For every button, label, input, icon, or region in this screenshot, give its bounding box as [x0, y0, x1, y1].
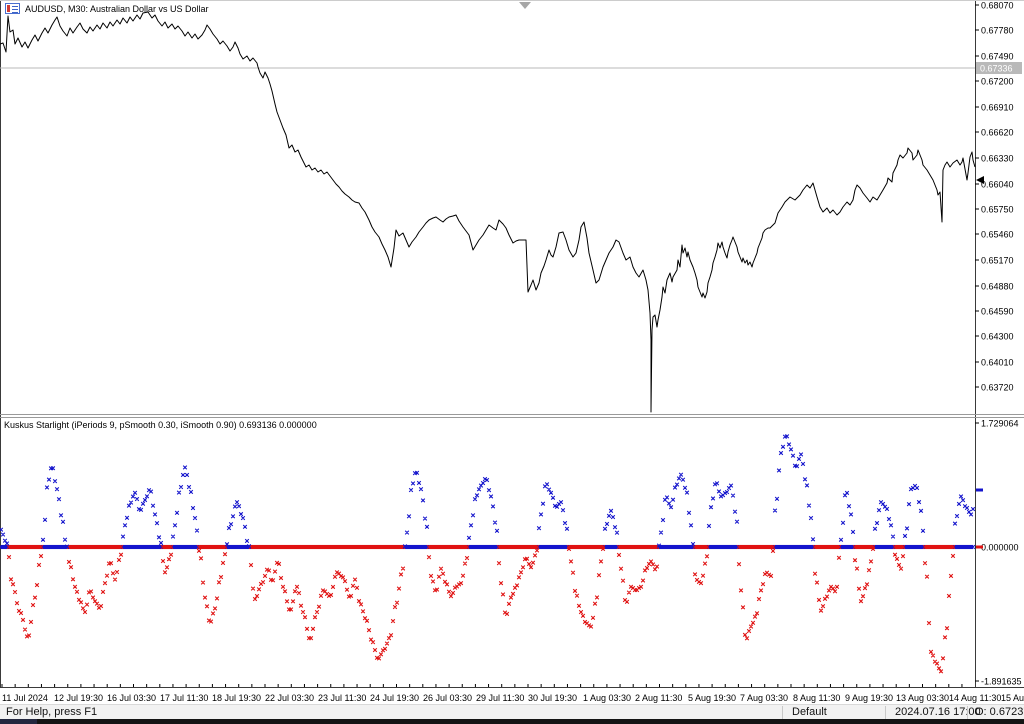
oscillator-band-markers-down	[6, 544, 956, 550]
status-open-quote: O: 0.67237	[975, 706, 1024, 718]
time-axis-label[interactable]: 9 Aug 19:30	[845, 693, 894, 703]
status-separator	[782, 706, 783, 719]
price-axis-label[interactable]: 0.67200	[981, 77, 1014, 87]
oscillator-wave-markers-up	[0, 434, 976, 549]
time-axis-label[interactable]: 11 Jul 2024	[2, 693, 48, 703]
time-axis-label[interactable]: 18 Jul 19:30	[212, 693, 262, 703]
time-axis[interactable]: 11 Jul 2024 12 Jul 19:30 16 Jul 03:30 17 Ju…	[0, 688, 1024, 705]
price-axis-label[interactable]: 0.66910	[981, 103, 1014, 113]
price-axis-label[interactable]: 0.66330	[981, 154, 1014, 164]
time-axis-label[interactable]: 23 Jul 11:30	[318, 693, 367, 703]
status-bar: For Help, press F1 Default 2024.07.16 17…	[0, 704, 1024, 719]
current-price-label: 0.67336	[980, 64, 1013, 74]
price-axis-label[interactable]: 0.64010	[981, 358, 1014, 368]
time-axis-label[interactable]: 13 Aug 03:30	[896, 693, 950, 703]
price-axis-label[interactable]: 0.65460	[981, 230, 1014, 240]
status-help-text: For Help, press F1	[6, 706, 98, 718]
price-axis-label[interactable]: 0.64590	[981, 307, 1014, 317]
oscillator-wave-markers-down	[6, 546, 956, 674]
price-axis-label[interactable]: 0.66620	[981, 128, 1014, 138]
price-axis-label[interactable]: 0.68070	[981, 1, 1014, 11]
price-axis-label[interactable]: 0.67490	[981, 52, 1014, 62]
time-axis-label[interactable]: 1 Aug 03:30	[583, 693, 632, 703]
indicator-axis-label[interactable]: 0.000000	[981, 543, 1019, 553]
time-axis-label[interactable]: 14 Aug 11:30	[949, 693, 1002, 703]
price-axis-label[interactable]: 0.63720	[981, 383, 1014, 393]
chart-title: AUDUSD, M30: Australian Dollar vs US Dol…	[25, 3, 209, 14]
price-axis-label[interactable]: 0.65750	[981, 205, 1014, 215]
time-axis-label[interactable]: 12 Jul 19:30	[54, 693, 104, 703]
oscillator-band-markers-up	[0, 544, 976, 550]
price-axis-label[interactable]: 0.64300	[981, 332, 1014, 342]
time-axis-label[interactable]: 30 Jul 19:30	[528, 693, 578, 703]
chart-header: AUDUSD, M30: Australian Dollar vs US Dol…	[5, 3, 209, 14]
time-axis-label[interactable]: 26 Jul 03:30	[423, 693, 473, 703]
indicator-axis-label[interactable]: -1.891635	[981, 677, 1022, 687]
time-axis-label[interactable]: 5 Aug 19:30	[688, 693, 737, 703]
price-axis-label[interactable]: 0.67780	[981, 26, 1014, 36]
status-profile[interactable]: Default	[792, 706, 827, 718]
chart-canvas[interactable]: 0.67336 0.68070 0.67780 0.67490 0.67200 0.669…	[0, 0, 1024, 688]
time-axis-label[interactable]: 29 Jul 11:30	[476, 693, 525, 703]
indicator-axis-label[interactable]: 1.729064	[981, 419, 1019, 429]
chart-shift-triangle-icon[interactable]	[519, 2, 531, 9]
price-line-series	[0, 11, 976, 413]
time-axis-label[interactable]: 2 Aug 11:30	[635, 693, 683, 703]
taskbar-edge	[0, 719, 1024, 724]
price-axis-label[interactable]: 0.64880	[981, 282, 1014, 292]
taskbar-corner	[0, 719, 37, 724]
time-axis-label[interactable]: 24 Jul 19:30	[370, 693, 420, 703]
time-axis-label[interactable]: 8 Aug 11:30	[793, 693, 841, 703]
chart-background	[0, 0, 1024, 688]
time-axis-label[interactable]: 17 Jul 11:30	[160, 693, 209, 703]
time-axis-label[interactable]: 7 Aug 03:30	[740, 693, 789, 703]
status-timestamp: 2024.07.16 17:00	[895, 706, 981, 718]
time-axis-label[interactable]: 16 Jul 03:30	[107, 693, 157, 703]
bid-arrow-icon	[976, 176, 984, 184]
price-axis-label[interactable]: 0.66040	[981, 180, 1014, 190]
price-axis-label[interactable]: 0.65170	[981, 256, 1014, 266]
status-separator	[967, 706, 968, 719]
time-axis-label[interactable]: 15 Aug 19:30	[1001, 693, 1024, 703]
time-axis-label[interactable]: 22 Jul 03:30	[265, 693, 315, 703]
status-separator	[885, 706, 886, 719]
chart-window-icon	[5, 3, 20, 14]
current-price-label-bg	[976, 62, 1022, 74]
indicator-title: Kuskus Starlight (iPeriods 9, pSmooth 0.…	[4, 420, 317, 430]
